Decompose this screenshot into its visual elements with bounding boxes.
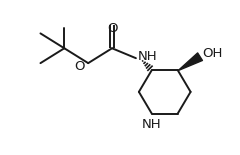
Text: NH: NH bbox=[142, 118, 162, 131]
Text: NH: NH bbox=[138, 50, 157, 63]
Text: O: O bbox=[75, 60, 85, 73]
Text: O: O bbox=[107, 22, 117, 35]
Text: OH: OH bbox=[203, 47, 223, 60]
